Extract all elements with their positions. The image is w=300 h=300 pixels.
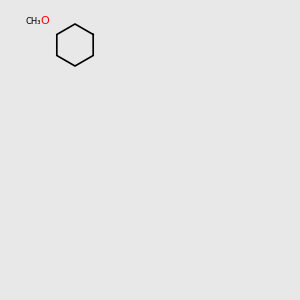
Text: CH₃: CH₃ <box>25 16 41 26</box>
Text: O: O <box>40 16 50 26</box>
